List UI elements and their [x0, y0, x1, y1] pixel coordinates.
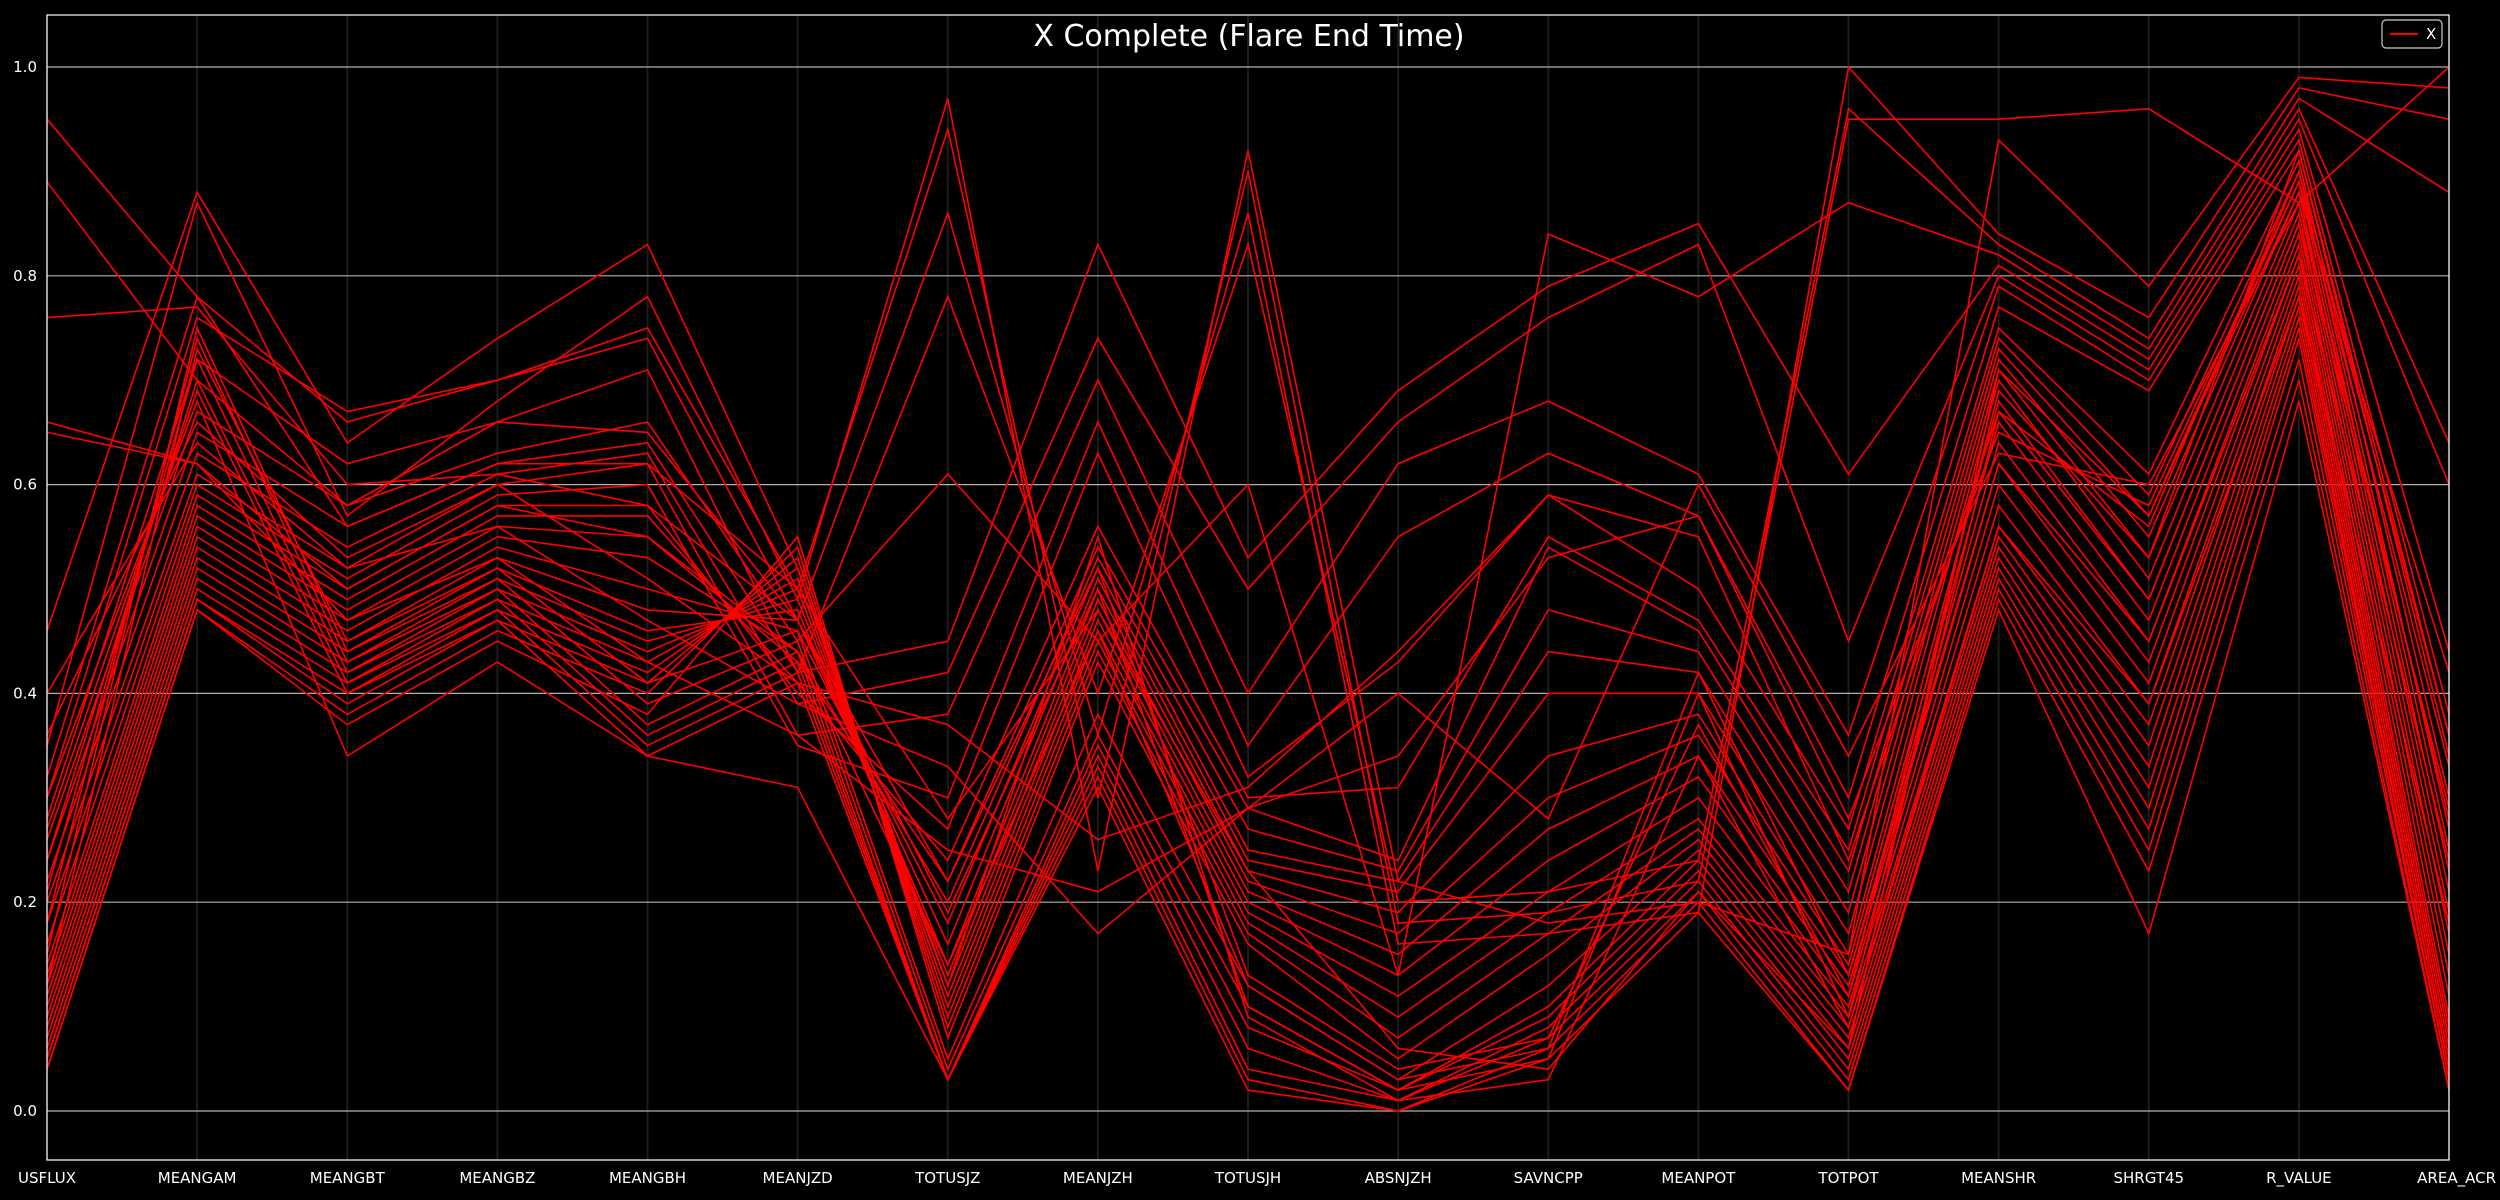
series-line-15: [46, 168, 2450, 966]
x-tick-label-r-value: R_VALUE: [2266, 1169, 2332, 1188]
series-line-31: [46, 338, 2450, 1102]
series-line-23: [46, 251, 2450, 1049]
x-tick-label-meangbz: MEANGBZ: [459, 1169, 535, 1187]
y-tick-label: 1.0: [13, 58, 37, 76]
y-tick-label: 0.6: [13, 476, 37, 494]
series-line-7: [46, 65, 2450, 945]
series-line-18: [46, 200, 2450, 997]
y-tick-label: 0.4: [13, 684, 37, 702]
x-tick-label-totusjz: TOTUSJZ: [914, 1169, 980, 1187]
series-line-36: [46, 179, 2450, 935]
series-line-37: [46, 168, 2450, 863]
series-line-28: [46, 303, 2450, 1081]
series-lines: [46, 65, 2450, 1112]
series-line-10: [46, 117, 2450, 861]
chart-title: X Complete (Flare End Time): [1033, 19, 1464, 54]
x-tick-label-meanjzh: MEANJZH: [1063, 1169, 1133, 1187]
x-tick-label-shrgt45: SHRGT45: [2113, 1169, 2184, 1187]
x-tick-label-savncpp: SAVNCPP: [1514, 1169, 1583, 1187]
series-line-6: [46, 66, 2450, 924]
x-tick-labels: USFLUX MEANGAM MEANGBT MEANGBZ MEANGBH MEANJZ…: [18, 1169, 2496, 1188]
x-tick-label-totusjh: TOTUSJH: [1214, 1169, 1281, 1187]
series-line-19: [46, 210, 2450, 1007]
y-tick-label: 0.8: [13, 267, 37, 285]
legend-label-x: X: [2426, 25, 2436, 43]
x-tick-label-absnjzh: ABSNJZH: [1365, 1169, 1432, 1187]
plot-frame: [46, 14, 2450, 1161]
series-line-30: [46, 327, 2450, 1091]
series-line-9: [46, 107, 2450, 976]
series-line-29: [46, 314, 2450, 1092]
series-line-32: [46, 359, 2450, 1102]
x-tick-label-meanshr: MEANSHR: [1961, 1169, 2036, 1187]
series-line-4: [46, 190, 2450, 1102]
y-tick-labels: 0.0 0.2 0.4 0.6 0.8 1.0: [13, 58, 37, 1120]
x-tick-label-area-acr: AREA_ACR: [2417, 1169, 2496, 1188]
series-line-24: [46, 262, 2450, 1060]
x-tick-label-meangam: MEANGAM: [158, 1169, 237, 1187]
x-tick-label-meangbt: MEANGBT: [310, 1169, 386, 1187]
series-line-20: [46, 220, 2450, 1018]
series-line-12: [46, 138, 2450, 903]
series-line-14: [46, 158, 2450, 945]
series-line-34: [46, 398, 2450, 1112]
y-tick-label: 0.2: [13, 893, 37, 911]
series-line-5: [46, 76, 2450, 956]
legend: X: [2381, 19, 2443, 49]
series-line-8: [46, 97, 2450, 904]
x-tick-label-usflux: USFLUX: [18, 1169, 76, 1187]
series-line-25: [46, 272, 2450, 1060]
x-tick-label-totpot: TOTPOT: [1817, 1169, 1879, 1187]
series-line-33: [46, 379, 2450, 1112]
y-tick-label: 0.0: [13, 1102, 37, 1120]
x-tick-label-meanjzd: MEANJZD: [763, 1169, 833, 1187]
series-line-22: [46, 241, 2450, 1039]
x-tick-label-meangbh: MEANGBH: [609, 1169, 686, 1187]
x-tick-label-meanpot: MEANPOT: [1661, 1169, 1736, 1187]
series-line-17: [46, 189, 2450, 986]
series-line-26: [46, 283, 2450, 1070]
series-line-27: [46, 293, 2450, 1070]
series-line-13: [46, 148, 2450, 924]
series-line-21: [46, 231, 2450, 1028]
series-line-11: [46, 127, 2450, 882]
